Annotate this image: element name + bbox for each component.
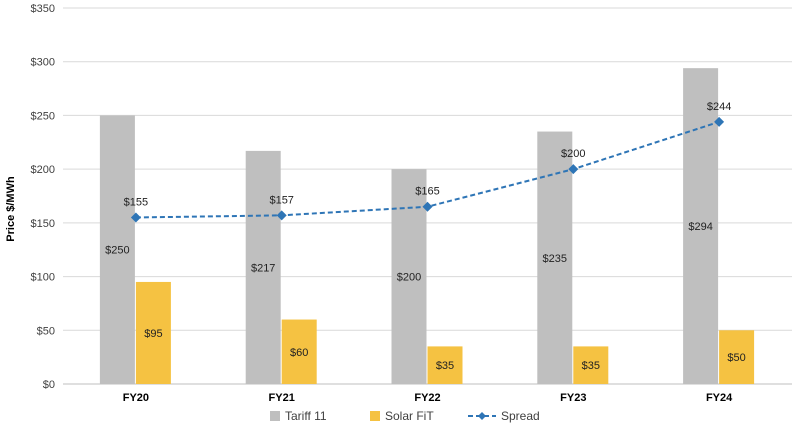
x-tick-label: FY21 xyxy=(269,392,295,404)
bar-solar-fit xyxy=(135,281,171,384)
spread-data-label: $157 xyxy=(269,194,293,206)
spread-marker xyxy=(568,164,579,175)
spread-marker xyxy=(422,201,433,212)
x-tick-label: FY22 xyxy=(414,392,440,404)
bar-tariff-11 xyxy=(683,68,719,384)
bar-solar-fit xyxy=(281,319,317,384)
data-label: $35 xyxy=(582,360,600,372)
legend-swatch xyxy=(270,411,280,421)
legend-swatch xyxy=(370,411,380,421)
legend: Tariff 11 Solar FiT Spread xyxy=(270,409,540,423)
bar-tariff-11 xyxy=(391,169,427,384)
legend-label: Tariff 11 xyxy=(285,409,327,423)
spread-marker xyxy=(276,210,287,221)
spread-data-label: $244 xyxy=(707,101,731,113)
data-labels: $250 $95 $217 $60 $200 $35 $235 $35 $294 $50 $155 $… xyxy=(105,101,746,372)
y-tick-label: $350 xyxy=(31,3,55,15)
spread-marker xyxy=(714,116,725,127)
x-tick-label: FY23 xyxy=(560,392,586,404)
bars xyxy=(99,68,755,384)
bar-tariff-11 xyxy=(537,131,573,384)
x-axis: FY20 FY21 FY22 FY23 FY24 xyxy=(123,392,733,404)
spread-line xyxy=(130,116,725,223)
data-label: $50 xyxy=(727,352,745,364)
y-tick-label: $250 xyxy=(31,110,55,122)
data-label: $200 xyxy=(397,272,421,284)
data-label: $294 xyxy=(688,221,712,233)
spread-data-label: $165 xyxy=(415,186,439,198)
data-label: $250 xyxy=(105,245,129,257)
bar-solar-fit xyxy=(719,330,755,384)
y-axis-title: Price $/MWh xyxy=(5,176,17,242)
y-tick-label: $50 xyxy=(37,325,55,337)
data-label: $217 xyxy=(251,262,275,274)
x-tick-label: FY24 xyxy=(706,392,733,404)
bar-solar-fit xyxy=(573,346,609,384)
spread-data-label: $155 xyxy=(124,196,148,208)
y-tick-label: $100 xyxy=(31,272,55,284)
data-label: $35 xyxy=(436,360,454,372)
gridlines xyxy=(63,7,792,385)
bar-tariff-11 xyxy=(99,115,135,384)
legend-label: Solar FiT xyxy=(385,409,434,423)
y-axis: $0 $50 $100 $150 $200 $250 $300 $350 xyxy=(31,3,55,391)
y-tick-label: $150 xyxy=(31,218,55,230)
spread-data-label: $200 xyxy=(561,148,585,160)
spread-marker xyxy=(130,212,141,223)
legend-label: Spread xyxy=(501,409,540,423)
y-tick-label: $300 xyxy=(31,57,55,69)
y-tick-label: $200 xyxy=(31,164,55,176)
bar-tariff-11 xyxy=(245,150,281,384)
data-label: $235 xyxy=(543,253,567,265)
x-tick-label: FY20 xyxy=(123,392,149,404)
legend-marker xyxy=(478,412,486,420)
data-label: $60 xyxy=(290,347,308,359)
y-tick-label: $0 xyxy=(43,379,55,391)
bar-solar-fit xyxy=(427,346,463,384)
data-label: $95 xyxy=(144,328,162,340)
